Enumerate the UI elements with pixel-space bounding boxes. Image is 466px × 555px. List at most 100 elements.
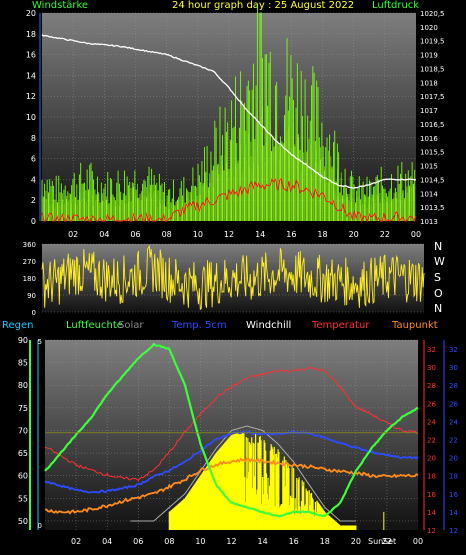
humidity-y-tick-label: 75 xyxy=(18,404,28,413)
compass-n2: N xyxy=(434,302,443,315)
temp-x-tick-label: 02 xyxy=(71,537,81,546)
compass-o: O xyxy=(434,287,443,300)
pressure-y-tick-label: 1017,5 xyxy=(420,93,445,101)
pressure-y-tick-label: 1016 xyxy=(420,135,438,143)
pressure-y-tick-label: 1020,5 xyxy=(420,10,445,18)
direction-y-tick-label: 180 xyxy=(23,275,36,283)
compass-n1: N xyxy=(434,240,443,253)
legend-temp5cm: Temp. 5cm xyxy=(172,320,227,331)
temperature-y-tick-label: 22 xyxy=(427,437,436,445)
direction-y-tick-label: 360 xyxy=(23,241,36,249)
temp5cm-y-tick-label: 12 xyxy=(449,527,458,535)
temp5cm-y-tick-label: 32 xyxy=(449,346,458,354)
temp5cm-y-tick-label: 20 xyxy=(449,455,458,463)
direction-y-tick-label: 0 xyxy=(32,309,36,317)
temperature-y-tick-label: 28 xyxy=(427,382,436,390)
wind-y-tick-label: 8 xyxy=(31,134,36,143)
wind-x-tick-label: 00 xyxy=(411,230,421,239)
temp5cm-y-tick-label: 24 xyxy=(449,418,458,426)
pressure-y-tick-label: 1020 xyxy=(420,24,438,32)
wind-y-tick-label: 0 xyxy=(31,217,36,226)
wind-x-tick-label: 08 xyxy=(162,230,172,239)
wind-direction-line xyxy=(41,244,425,311)
temp-x-tick-label: 04 xyxy=(102,537,112,546)
wind-x-tick-label: 10 xyxy=(193,230,203,239)
temp5cm-y-tick-label: 26 xyxy=(449,400,458,408)
temp-x-tick-label: 10 xyxy=(195,537,205,546)
humidity-y-tick-label: 50 xyxy=(18,517,28,526)
compass-s: S xyxy=(434,271,441,284)
wind-x-tick-label: 04 xyxy=(99,230,109,239)
temperature-y-tick-label: 30 xyxy=(427,364,436,372)
temperature-y-tick-label: 20 xyxy=(427,455,436,463)
temp5cm-y-tick-label: 16 xyxy=(449,491,458,499)
wind-title: Windstärke xyxy=(32,0,89,11)
humidity-y-tick-label: 55 xyxy=(18,494,28,503)
legend-luftfeuchte: Luftfeuchte xyxy=(66,320,123,331)
temp5cm-y-tick-label: 22 xyxy=(449,437,458,445)
humidity-y-tick-label: 80 xyxy=(18,381,28,390)
wind-mean-line xyxy=(41,177,417,223)
temperature-y-tick-label: 32 xyxy=(427,346,436,354)
direction-y-tick-label: 270 xyxy=(23,258,36,266)
wind-x-tick-label: 06 xyxy=(130,230,140,239)
humidity-y-tick-label: 85 xyxy=(18,359,28,368)
wind-x-tick-label: 22 xyxy=(380,230,390,239)
temperature-y-tick-label: 14 xyxy=(427,509,436,517)
pressure-y-tick-label: 1013 xyxy=(420,218,438,226)
graph-title: 24 hour graph day : 25 August 2022 xyxy=(172,0,355,11)
pressure-y-tick-label: 1014 xyxy=(420,190,438,198)
humidity-y-tick-label: 60 xyxy=(18,472,28,481)
pressure-y-tick-label: 1018 xyxy=(420,79,438,87)
temperature-y-tick-label: 16 xyxy=(427,491,436,499)
pressure-y-tick-label: 1017 xyxy=(420,107,438,115)
temp5cm-y-tick-label: 14 xyxy=(449,509,458,517)
wind-x-tick-label: 20 xyxy=(349,230,359,239)
temperature-y-tick-label: 12 xyxy=(427,527,436,535)
wind-y-tick-label: 10 xyxy=(26,113,36,122)
temperature-y-tick-label: 18 xyxy=(427,473,436,481)
direction-y-tick-label: 90 xyxy=(27,292,36,300)
temp-x-tick-label: 06 xyxy=(133,537,143,546)
wind-y-tick-label: 12 xyxy=(26,92,36,101)
pressure-line xyxy=(41,34,416,189)
temp-x-tick-label: 12 xyxy=(226,537,236,546)
pressure-y-tick-label: 1019 xyxy=(420,52,438,60)
pressure-y-tick-label: 1019,5 xyxy=(420,38,445,46)
wind-y-tick-label: 6 xyxy=(31,155,36,164)
temperature-y-tick-label: 24 xyxy=(427,418,436,426)
humidity-y-tick-label: 70 xyxy=(18,426,28,435)
temp-x-tick-label: 08 xyxy=(164,537,174,546)
wind-x-tick-label: 18 xyxy=(317,230,327,239)
pressure-y-tick-label: 1015 xyxy=(420,163,438,171)
temperature-line xyxy=(44,366,419,482)
wind-y-tick-label: 4 xyxy=(31,175,36,184)
temperature-y-tick-label: 26 xyxy=(427,400,436,408)
pressure-y-tick-label: 1014,5 xyxy=(420,176,445,184)
temp-x-tick-label: 16 xyxy=(289,537,299,546)
wind-y-tick-label: 14 xyxy=(26,71,36,80)
wind-direction-chart: 0 90 180 270 360 xyxy=(23,241,425,317)
wind-x-tick-label: 14 xyxy=(255,230,265,239)
wind-y-tick-label: 16 xyxy=(26,51,36,60)
pressure-y-tick-label: 1015,5 xyxy=(420,149,445,157)
compass-w: W xyxy=(434,255,445,268)
temp-x-tick-label: 20 xyxy=(351,537,361,546)
wind-pressure-chart: 0246810121416182010131013,510141014,5101… xyxy=(26,4,445,239)
wind-x-tick-label: 12 xyxy=(224,230,234,239)
wind-y-tick-label: 18 xyxy=(26,30,36,39)
legend-windchill: Windchill xyxy=(246,320,292,331)
temp5cm-y-tick-label: 18 xyxy=(449,473,458,481)
legend-solar: Solar xyxy=(118,320,144,331)
wind-x-tick-label: 02 xyxy=(68,230,78,239)
wind-y-tick-label: 20 xyxy=(26,9,36,18)
rain-y-tick-label: 5 xyxy=(38,338,42,346)
temp5cm-y-tick-label: 30 xyxy=(449,364,458,372)
rain-y-tick-label: 0 xyxy=(38,522,42,530)
temp-x-tick-label: 18 xyxy=(320,537,330,546)
sunrise-label: Sun xyxy=(368,537,384,546)
temp-x-tick-label: 22 xyxy=(382,537,392,546)
